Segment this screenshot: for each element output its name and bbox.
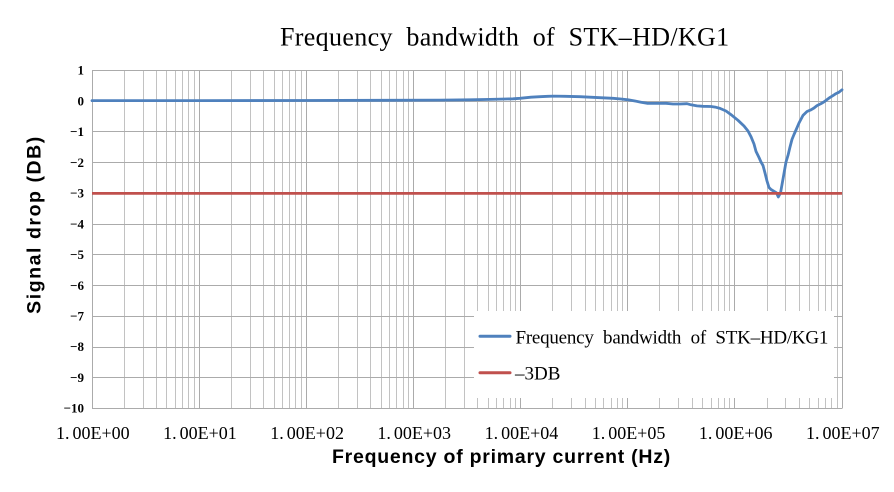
svg-text:Frequency bandwidth of STK–HD/: Frequency bandwidth of STK–HD/KG1	[280, 23, 729, 52]
svg-text:1.00E+04: 1. 00E+04	[485, 423, 559, 443]
svg-text:1.00E+07: 1. 00E+07	[806, 423, 880, 443]
svg-text:−8: −8	[70, 339, 84, 354]
svg-text:–3DB: –3DB	[514, 364, 560, 385]
svg-text:1.00E+03: 1. 00E+03	[377, 423, 451, 443]
svg-text:Signal drop (DB): Signal drop (DB)	[24, 135, 46, 314]
svg-text:−4: −4	[70, 216, 84, 231]
svg-text:−3: −3	[70, 186, 84, 201]
svg-text:−5: −5	[70, 247, 84, 262]
svg-text:−7: −7	[70, 309, 84, 324]
svg-text:1.00E+02: 1. 00E+02	[270, 423, 344, 443]
svg-text:1.00E+05: 1. 00E+05	[592, 423, 666, 443]
svg-text:−2: −2	[70, 155, 84, 170]
svg-text:Frequency of primary current (: Frequency of primary current (Hz)	[332, 446, 671, 468]
svg-text:−9: −9	[70, 370, 84, 385]
svg-text:0: 0	[78, 93, 85, 108]
svg-text:−6: −6	[70, 278, 84, 293]
svg-text:1.00E+01: 1. 00E+01	[163, 423, 237, 443]
svg-text:Frequency bandwidth of STK–HD/: Frequency bandwidth of STK–HD/KG1	[516, 327, 829, 348]
svg-text:1.00E+00: 1. 00E+00	[56, 423, 130, 443]
svg-text:−1: −1	[70, 124, 84, 139]
svg-text:1: 1	[78, 63, 85, 78]
svg-text:−10: −10	[64, 401, 84, 416]
svg-text:1.00E+06: 1. 00E+06	[699, 423, 773, 443]
